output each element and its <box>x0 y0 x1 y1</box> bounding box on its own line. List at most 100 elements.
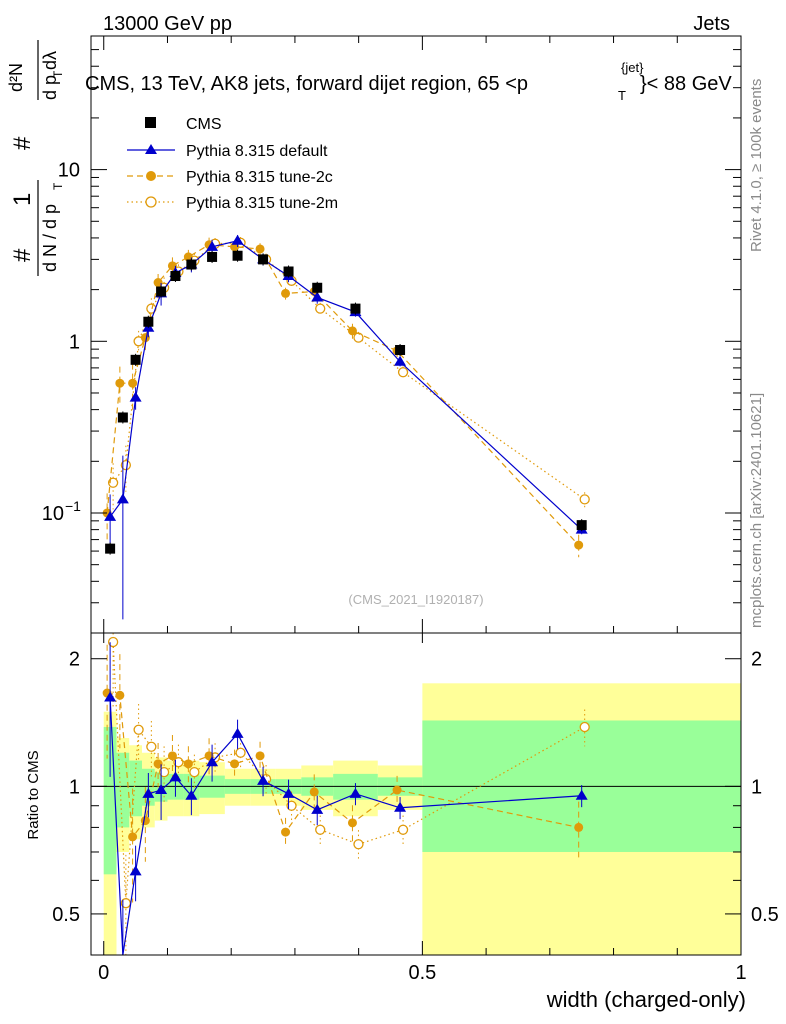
cms-point <box>576 520 587 531</box>
cms-point <box>395 344 406 355</box>
point-default <box>394 355 407 366</box>
title-end: }< 88 GeV <box>640 73 732 95</box>
point-tune2m <box>315 303 326 314</box>
ratio-point-tune2c <box>140 816 150 826</box>
series-layer <box>102 234 590 956</box>
ratio-point-default <box>394 801 407 812</box>
cms-point <box>258 254 269 265</box>
ylabel-d2n: d²N <box>6 63 26 92</box>
cms-point <box>156 286 167 297</box>
ratio-point-tune2c <box>309 787 319 797</box>
point-tune2c <box>115 378 125 388</box>
band-green-1 <box>116 752 130 828</box>
y-tick-label-main-1: 1 <box>69 331 80 353</box>
point-tune2c <box>128 378 138 388</box>
legend-marker-default <box>145 144 157 154</box>
series-line-tune2m <box>112 242 586 500</box>
y-tick-label-ratio-right-0: 0.5 <box>751 904 779 926</box>
ratio-point-tune2m <box>133 724 144 735</box>
ratio-point-default <box>257 774 270 785</box>
y-tick-label-ratio-right-2: 2 <box>751 649 762 671</box>
ratio-point-tune2c <box>392 785 402 795</box>
ratio-point-tune2c <box>281 827 291 837</box>
ylabel-one: 1 <box>9 193 36 206</box>
point-default <box>129 391 142 402</box>
x-tick-label-1: 0.5 <box>408 962 436 984</box>
point-tune2c <box>167 261 177 271</box>
cms-point <box>143 316 154 327</box>
cms-point <box>105 543 116 554</box>
legend-marker-cms <box>145 117 156 128</box>
series-line-default <box>109 240 583 531</box>
ratio-point-default <box>282 787 295 798</box>
legend-label-cms: CMS <box>186 116 222 133</box>
point-tune2c <box>153 278 163 288</box>
point-default <box>116 493 129 504</box>
ratio-point-default <box>185 789 198 800</box>
ratio-point-default <box>129 865 142 876</box>
y-tick-label-ratio-right-1: 1 <box>751 776 762 798</box>
point-tune2c <box>183 252 193 262</box>
y-tick-label-ratio-left-0: 0.5 <box>52 904 80 926</box>
legend-label-tune2c: Pythia 8.315 tune-2c <box>186 169 333 186</box>
point-default <box>206 240 219 251</box>
ratio-point-tune2c <box>230 759 240 769</box>
ratio-point-tune2c <box>347 818 357 828</box>
series-cms <box>105 249 587 555</box>
y-tick-label-main-exponent-0: −1 <box>65 498 81 514</box>
ylabel-t-subscript-2: T <box>51 70 65 78</box>
ratio-point-tune2m <box>353 839 364 850</box>
ratio-point-tune2m <box>286 800 297 811</box>
cms-point <box>350 303 361 314</box>
point-default <box>311 291 324 302</box>
cms-point <box>170 271 181 282</box>
ratio-series-tune2m <box>107 633 590 955</box>
ylabel-dpt: d p <box>40 75 60 100</box>
cms-point <box>207 251 218 262</box>
legend-marker-tune2c <box>146 171 156 181</box>
ylabel-hash-mid: # <box>9 136 36 150</box>
y-tick-label-main-0: 10 <box>42 503 64 525</box>
ratio-point-default <box>206 756 219 767</box>
ratio-point-tune2m <box>173 757 184 768</box>
ratio-point-default <box>311 803 324 814</box>
ylabel-t-subscript-1: T <box>51 182 65 190</box>
point-tune2m <box>120 459 132 471</box>
ratio-point-tune2c <box>255 751 265 761</box>
ratio-point-tune2m <box>107 636 119 648</box>
ratio-point-default <box>155 784 168 795</box>
series-tune2m <box>107 237 590 510</box>
ratio-plot-frame <box>90 632 742 956</box>
y-tick-label-ratio-left-2: 2 <box>69 649 80 671</box>
point-tune2m <box>353 332 364 343</box>
title-main: CMS, 13 TeV, AK8 jets, forward dijet reg… <box>85 73 528 95</box>
ratio-point-default <box>575 789 588 800</box>
series-default <box>104 234 588 620</box>
title-subscript: T <box>618 88 626 103</box>
ratio-point-default <box>142 787 155 798</box>
ratio-point-tune2c <box>167 751 177 761</box>
legend: CMS Pythia 8.315 default Pythia 8.315 tu… <box>127 116 338 212</box>
ratio-point-tune2c <box>183 759 193 769</box>
header-right: Jets <box>693 13 730 35</box>
ylabel-dlambda: dλ <box>40 51 60 70</box>
legend-label-default: Pythia 8.315 default <box>186 143 328 160</box>
point-default <box>104 510 117 521</box>
point-tune2c <box>347 326 357 336</box>
ratio-point-tune2c <box>115 690 125 700</box>
rivet-version-label: Rivet 4.1.0, ≥ 100k events <box>748 79 765 252</box>
x-tick-label-2: 1 <box>735 962 746 984</box>
cms-point <box>283 266 294 277</box>
ratio-point-default <box>104 691 117 702</box>
point-tune2c <box>255 244 265 254</box>
series-line-tune2c <box>106 244 580 546</box>
plot-title: CMS, 13 TeV, AK8 jets, forward dijet reg… <box>85 60 732 103</box>
ratio-point-tune2m <box>235 747 246 758</box>
point-tune2c <box>140 333 150 343</box>
series-tune2c <box>102 237 584 558</box>
ratio-point-tune2m <box>189 767 200 778</box>
header-left: 13000 GeV pp <box>103 13 232 35</box>
point-tune2c <box>574 540 584 550</box>
